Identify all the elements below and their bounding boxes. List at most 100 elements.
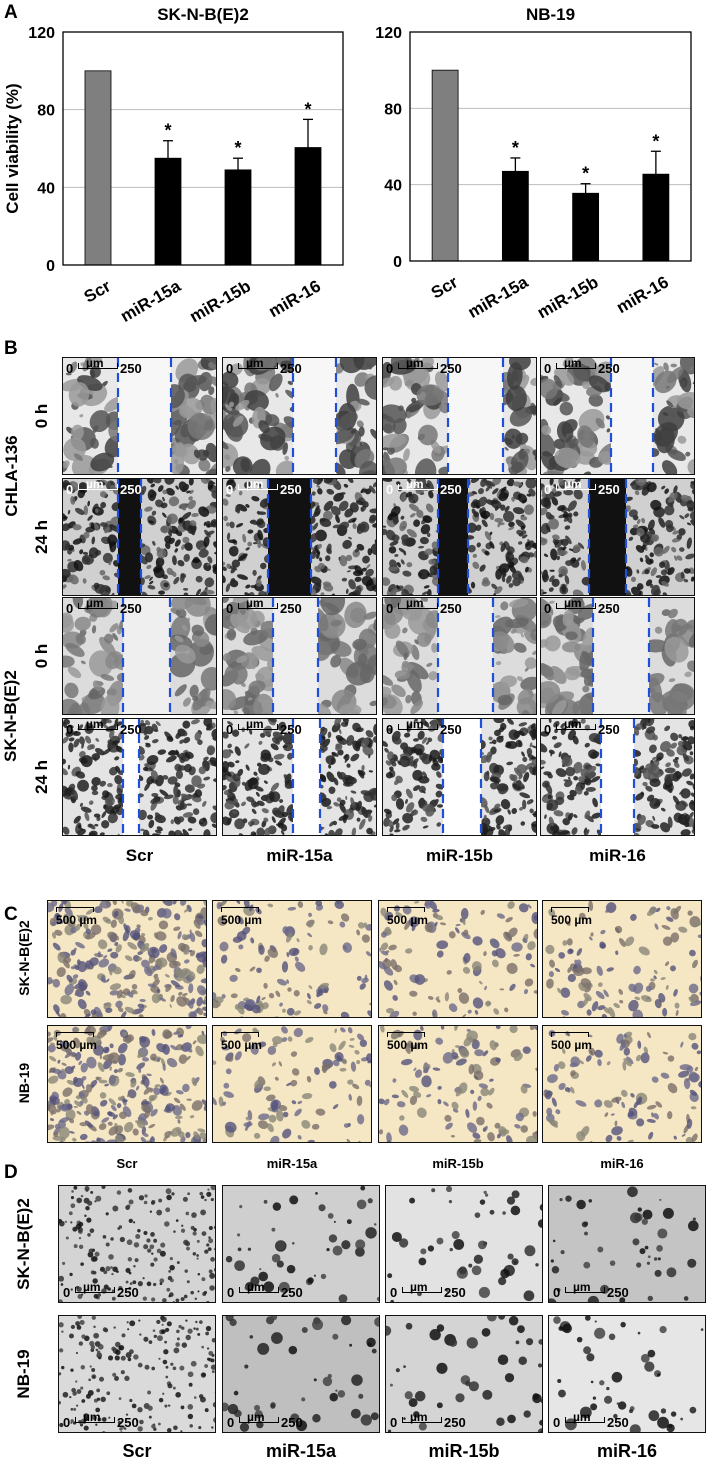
cell-mark (102, 790, 110, 798)
cell-mark (82, 578, 87, 584)
cell-mark (180, 756, 184, 761)
cell-mark (105, 901, 111, 907)
cell-mark (414, 974, 426, 985)
cell-mark (518, 541, 523, 545)
scale-bar-unit: µm (246, 357, 264, 370)
cell-mark (642, 768, 651, 780)
cell-mark (479, 1199, 486, 1205)
cell-mark (183, 1239, 189, 1246)
cell-mark (596, 829, 604, 835)
cell-mark (84, 1013, 91, 1017)
cell-mark (169, 1264, 175, 1271)
cell-mark (208, 1238, 214, 1244)
cell-mark (558, 479, 564, 486)
wound-edge-lines (266, 479, 313, 595)
scale-bar-value: 250 (607, 1415, 629, 1430)
cell-mark (248, 592, 255, 595)
cell-mark (198, 549, 209, 558)
cell-mark (573, 776, 579, 781)
cell-mark (678, 528, 686, 536)
cell-mark (93, 582, 100, 589)
cell-mark (112, 901, 117, 906)
column-label: miR-15b (425, 846, 494, 865)
cell-mark (214, 551, 216, 555)
cell-mark (90, 452, 115, 472)
cell-mark (210, 1256, 215, 1262)
cell-mark (342, 539, 352, 549)
cell-mark (342, 942, 353, 953)
cell-mark (418, 424, 438, 446)
cell-mark (523, 988, 529, 995)
cell-mark (526, 747, 533, 756)
cell-mark (223, 785, 227, 791)
cell-mark (383, 740, 388, 747)
cell-mark (522, 756, 528, 763)
cell-mark (118, 1225, 123, 1229)
cell-mark (196, 996, 203, 1007)
cell-mark (293, 990, 300, 997)
cell-mark (679, 547, 685, 552)
cell-mark (531, 745, 536, 749)
wound-edge-lines (599, 719, 636, 835)
cell-mark (133, 1354, 139, 1360)
cell-mark (383, 447, 389, 451)
cell-mark (293, 1010, 302, 1016)
cell-mark (395, 775, 403, 784)
cell-mark (237, 1233, 241, 1237)
scale-bar-unit: µm (86, 718, 104, 731)
cell-mark (541, 731, 550, 737)
cell-mark (296, 938, 300, 943)
cell-mark (341, 577, 348, 582)
cell-mark (112, 1372, 117, 1377)
cell-mark (62, 1261, 66, 1265)
cell-mark (506, 962, 518, 974)
cell-mark (520, 632, 524, 638)
cell-mark (315, 901, 323, 907)
cell-mark (484, 550, 490, 556)
cell-mark (285, 932, 293, 943)
cell-mark (481, 1327, 491, 1337)
cell-mark (250, 800, 258, 808)
cell-mark (187, 1328, 193, 1334)
cell-mark (132, 989, 138, 995)
cell-mark (366, 564, 371, 569)
cell-mark (326, 806, 333, 810)
cell-mark (314, 1003, 322, 1009)
cell-mark (361, 977, 369, 984)
cell-mark (439, 922, 447, 926)
cell-mark (396, 481, 401, 486)
cell-mark (189, 489, 194, 495)
cell-mark (392, 818, 400, 825)
cell-mark (144, 575, 151, 580)
cell-mark (590, 751, 600, 759)
cell-mark (595, 763, 602, 767)
cell-mark (393, 905, 401, 912)
cell-mark (345, 588, 349, 594)
cell-mark (80, 1262, 84, 1266)
cell-mark (255, 791, 260, 797)
cell-mark (407, 479, 412, 484)
cell-mark (73, 1407, 77, 1411)
significance-star: * (512, 138, 519, 158)
cell-mark (217, 916, 227, 926)
cell-mark (358, 460, 376, 474)
cell-mark (174, 968, 185, 979)
cell-mark (203, 719, 213, 727)
cell-mark (137, 809, 147, 821)
cell-mark (653, 589, 661, 595)
cell-mark (63, 437, 87, 461)
cell-mark (322, 1376, 333, 1387)
cell-mark (355, 500, 364, 506)
cell-mark (91, 536, 96, 545)
cell-mark (195, 1327, 199, 1331)
wound-edge-lines (436, 479, 470, 595)
cell-mark (88, 1248, 94, 1254)
cell-mark (502, 1211, 506, 1215)
cell-mark (661, 485, 666, 490)
cell-mark (424, 548, 433, 556)
cell-mark (200, 591, 208, 595)
cell-mark (95, 738, 100, 742)
cell-mark (192, 695, 199, 702)
cell-mark (666, 1267, 677, 1278)
cell-mark (114, 740, 120, 743)
